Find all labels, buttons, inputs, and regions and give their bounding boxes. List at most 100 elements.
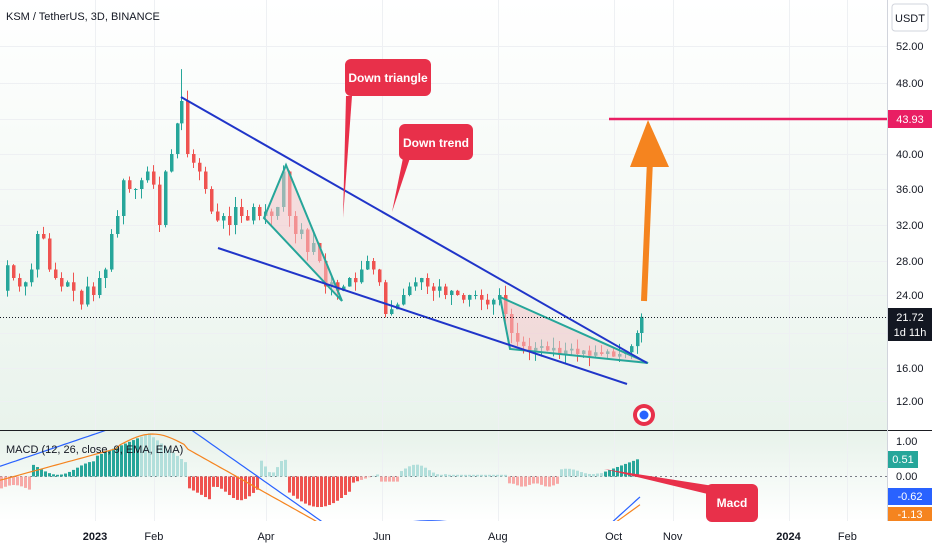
macd-hist-bar (12, 476, 15, 486)
candle-body (414, 282, 418, 287)
macd-hist-bar (476, 474, 479, 477)
callout-macd: Macd (604, 469, 758, 522)
macd-hist-bar (244, 476, 247, 499)
last-price-tag: 21.72 1d 11h (888, 308, 932, 341)
macd-hist-bar (296, 476, 299, 499)
candle-body (110, 234, 114, 270)
macd-hist-bar (36, 467, 39, 477)
macd-hist-bar (144, 434, 147, 477)
time-axis-bg (0, 521, 932, 550)
macd-hist-bar (388, 476, 391, 482)
macd-hist-bar (528, 476, 531, 485)
candle-body (86, 286, 90, 305)
candle-body (378, 269, 382, 283)
macd-hist-bar (252, 476, 255, 493)
candle-body (432, 286, 436, 291)
svg-text:43.93: 43.93 (896, 114, 924, 126)
macd-hist-bar (300, 476, 303, 502)
candle-body (170, 154, 174, 172)
macd-hist-bar (308, 476, 311, 506)
candle-body (462, 295, 466, 300)
macd-hist-bar (88, 462, 91, 477)
macd-hist-bar (16, 476, 19, 486)
candle-body (366, 261, 370, 270)
macd-hist-bar (176, 455, 179, 477)
svg-text:21.72: 21.72 (896, 312, 924, 324)
chart-title: KSM / TetherUS, 3D, BINANCE (6, 11, 160, 23)
candle-body (474, 295, 478, 296)
macd-hist-bar (620, 465, 623, 477)
macd-hist-bar (248, 476, 251, 497)
candle-body (192, 154, 196, 163)
macd-hist-bar (412, 464, 415, 477)
candle-body (204, 171, 208, 189)
macd-hist-bar (324, 476, 327, 507)
candle-body (450, 290, 454, 295)
macd-hist-bar (544, 476, 547, 487)
macd-hist-bar (496, 474, 499, 477)
macd-hist-bar (348, 476, 351, 492)
macd-hist-bar (364, 476, 367, 479)
macd-hist-bar (204, 476, 207, 498)
macd-axis: 1.00 0.00 (896, 436, 917, 483)
macd-hist-bar (520, 476, 523, 487)
macd-hist-bar (100, 453, 103, 477)
svg-text:0.51: 0.51 (892, 454, 913, 466)
macd-hist-bar (636, 459, 639, 477)
target-arrow-head (630, 120, 669, 167)
macd-hist-bar (268, 472, 271, 477)
candle-body (636, 333, 640, 347)
candle-body (444, 286, 448, 295)
macd-hist-bar (356, 476, 359, 482)
macd-hist-bar (72, 469, 75, 477)
candle-body (42, 234, 46, 239)
macd-hist-bar (132, 440, 135, 477)
macd-hist-bar (80, 465, 83, 477)
macd-hist-bar (556, 476, 559, 484)
currency-badge[interactable]: USDT (891, 3, 929, 32)
macd-hist-bar (380, 476, 383, 482)
macd-hist-bar (396, 476, 399, 482)
macd-hist-bar (92, 461, 95, 477)
macd-hist-bar (436, 474, 439, 477)
drawings (0, 96, 887, 385)
macd-hist-bar (360, 476, 363, 480)
macd-hist-bar (492, 474, 495, 477)
x-tick-label: Feb (838, 531, 857, 543)
macd-hist-bar (192, 476, 195, 491)
macd-hist-bar (432, 472, 435, 477)
candle-body (186, 101, 190, 154)
callout-down-triangle-text: Down triangle (348, 71, 428, 85)
macd-hist-bar (472, 474, 475, 477)
macd-hist-bar (56, 474, 59, 477)
y-tick-label: 12.00 (896, 396, 924, 408)
x-tick-label: 2023 (83, 531, 107, 543)
tradingview-logo (633, 404, 655, 426)
macd-hist-bar (24, 476, 27, 488)
macd-hist-bar (440, 474, 443, 477)
y-tick-label: 28.00 (896, 256, 924, 268)
macd-hist-bar (488, 474, 491, 477)
candle-body (630, 346, 634, 353)
candle-body (152, 171, 156, 185)
macd-hist-bar (260, 460, 263, 477)
svg-text:1d 11h: 1d 11h (894, 327, 927, 339)
macd-hist-bar (416, 464, 419, 477)
macd-hist-bar (352, 476, 355, 483)
candle-body (480, 295, 484, 300)
macd-hist-bar (592, 474, 595, 477)
macd-hist-bar (448, 474, 451, 477)
candle-body (342, 286, 346, 291)
candle-body (348, 278, 352, 287)
macd-hist-bar (172, 452, 175, 477)
macd-hist-bar (568, 468, 571, 477)
macd-hist-bar (576, 470, 579, 477)
macd-hist-bar (420, 465, 423, 477)
candle-body (18, 278, 22, 287)
macd-hist-bar (456, 474, 459, 477)
candle-body (240, 207, 244, 216)
macd-histogram (0, 433, 639, 508)
macd-hist-bar (336, 476, 339, 501)
macd-hist-bar (284, 459, 287, 477)
